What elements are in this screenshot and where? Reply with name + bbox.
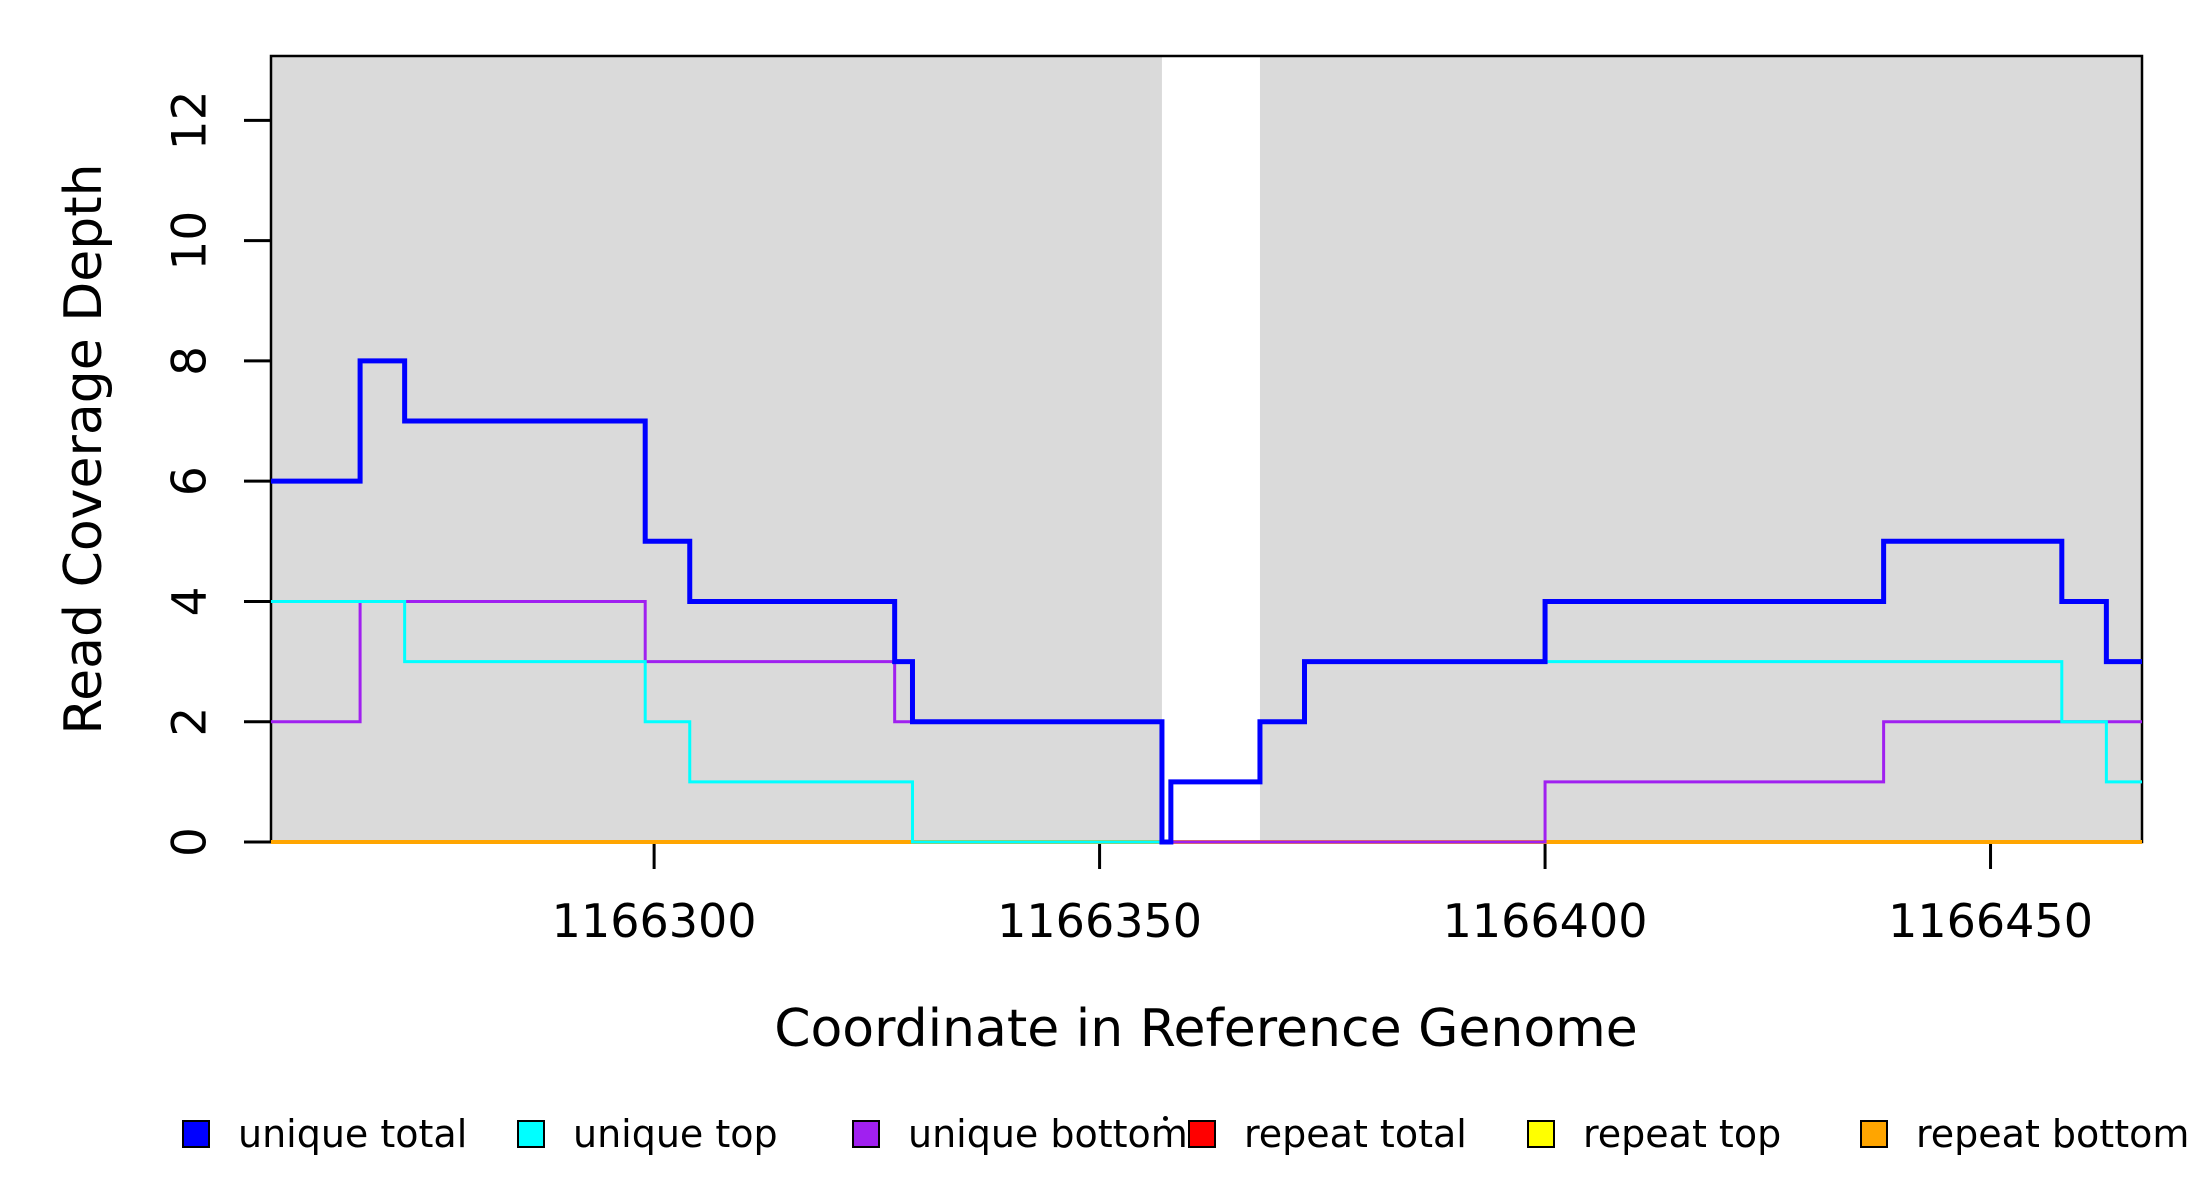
legend-label-repeat-total: repeat total <box>1244 1112 1467 1156</box>
y-tick-label: 0 <box>163 827 218 857</box>
y-tick-label: 10 <box>163 211 218 271</box>
shaded-read-region-1 <box>271 56 1162 842</box>
series-line-unique-total <box>271 358 2142 845</box>
x-axis-title: Coordinate in Reference Genome <box>774 999 1638 1059</box>
legend-swatch-unique-total <box>182 1120 210 1148</box>
y-tick-label: 4 <box>163 586 218 616</box>
shaded-read-region-2 <box>1259 56 2142 842</box>
y-axis-title: Read Coverage Depth <box>54 163 114 735</box>
x-tick-label: 1166400 <box>1443 894 1648 948</box>
y-tick-label: 8 <box>163 346 218 376</box>
legend-label-repeat-bottom: repeat bottom <box>1916 1112 2190 1156</box>
legend-swatch-unique-top <box>517 1120 545 1148</box>
legend-stray-dot <box>1163 1116 1168 1121</box>
legend-label-unique-total: unique total <box>238 1112 468 1156</box>
legend-swatch-repeat-bottom <box>1860 1120 1888 1148</box>
legend-label-unique-top: unique top <box>573 1112 778 1156</box>
legend-swatch-repeat-total <box>1188 1120 1216 1148</box>
legend-swatch-repeat-top <box>1527 1120 1555 1148</box>
legend-swatch-unique-bottom <box>852 1120 880 1148</box>
x-tick-label: 1166350 <box>997 894 1202 948</box>
y-tick-label: 12 <box>163 90 218 150</box>
x-tick-label: 1166450 <box>1888 894 2093 948</box>
y-tick-label: 2 <box>163 707 218 737</box>
y-tick-label: 6 <box>163 466 218 496</box>
x-tick-label: 1166300 <box>552 894 757 948</box>
legend-label-unique-bottom: unique bottom <box>908 1112 1188 1156</box>
legend-label-repeat-top: repeat top <box>1583 1112 1782 1156</box>
